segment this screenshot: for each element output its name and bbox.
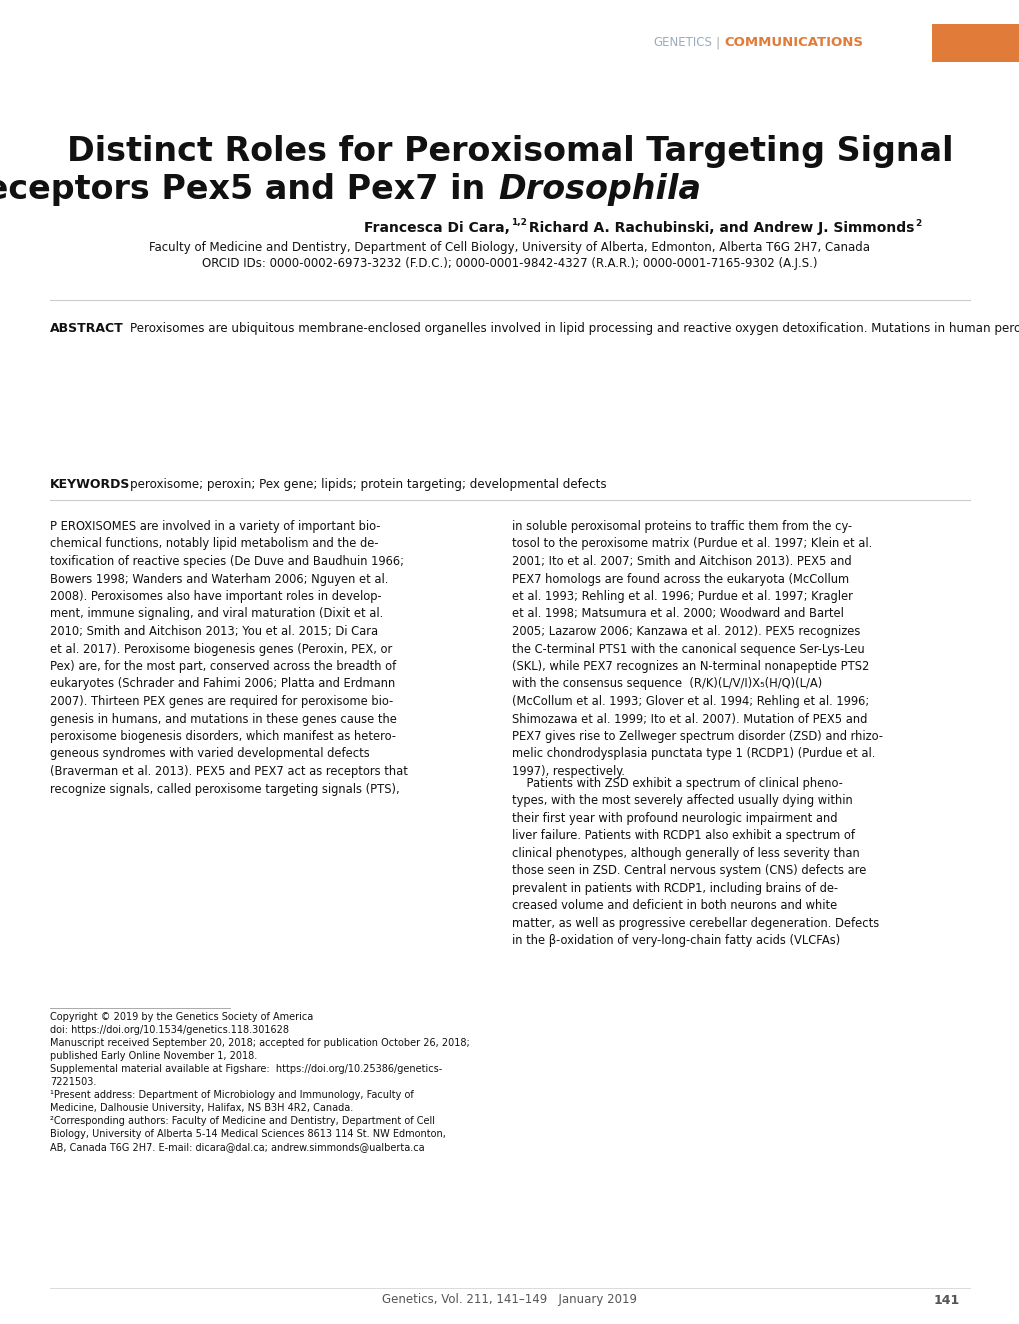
Text: peroxisome; peroxin; Pex gene; lipids; protein targeting; developmental defects: peroxisome; peroxin; Pex gene; lipids; p… — [129, 478, 606, 491]
Text: 1,2: 1,2 — [511, 218, 527, 228]
Text: 2: 2 — [914, 218, 920, 228]
Text: ABSTRACT: ABSTRACT — [50, 322, 123, 335]
Text: 141: 141 — [932, 1294, 959, 1307]
Text: Copyright © 2019 by the Genetics Society of America
doi: https://doi.org/10.1534: Copyright © 2019 by the Genetics Society… — [50, 1012, 470, 1152]
Text: Peroxisomes are ubiquitous membrane-enclosed organelles involved in lipid proces: Peroxisomes are ubiquitous membrane-encl… — [129, 322, 1019, 335]
Text: Distinct Roles for Peroxisomal Targeting Signal: Distinct Roles for Peroxisomal Targeting… — [66, 135, 953, 168]
Text: |: | — [715, 37, 719, 49]
Text: Faculty of Medicine and Dentistry, Department of Cell Biology, University of Alb: Faculty of Medicine and Dentistry, Depar… — [150, 241, 869, 253]
Bar — [931, 24, 1019, 62]
Text: in soluble peroxisomal proteins to traffic them from the cy-
tosol to the peroxi: in soluble peroxisomal proteins to traff… — [512, 520, 882, 779]
Text: Richard A. Rachubinski, and Andrew J. Simmonds: Richard A. Rachubinski, and Andrew J. Si… — [524, 221, 913, 234]
Text: Drosophila: Drosophila — [497, 173, 700, 207]
Text: Patients with ZSD exhibit a spectrum of clinical pheno-
types, with the most sev: Patients with ZSD exhibit a spectrum of … — [512, 777, 878, 947]
Text: COMMUNICATIONS: COMMUNICATIONS — [723, 37, 862, 49]
Text: ORCID IDs: 0000-0002-6973-3232 (F.D.C.); 0000-0001-9842-4327 (R.A.R.); 0000-0001: ORCID IDs: 0000-0002-6973-3232 (F.D.C.);… — [202, 257, 817, 270]
Text: GENETICS: GENETICS — [652, 37, 711, 49]
Text: P EROXISOMES are involved in a variety of important bio-
chemical functions, not: P EROXISOMES are involved in a variety o… — [50, 520, 408, 796]
Text: Receptors Pex5 and Pex7 in: Receptors Pex5 and Pex7 in — [0, 173, 496, 207]
Text: Genetics, Vol. 211, 141–149   January 2019: Genetics, Vol. 211, 141–149 January 2019 — [382, 1294, 637, 1307]
Text: Francesca Di Cara,: Francesca Di Cara, — [364, 221, 510, 234]
Text: KEYWORDS: KEYWORDS — [50, 478, 130, 491]
